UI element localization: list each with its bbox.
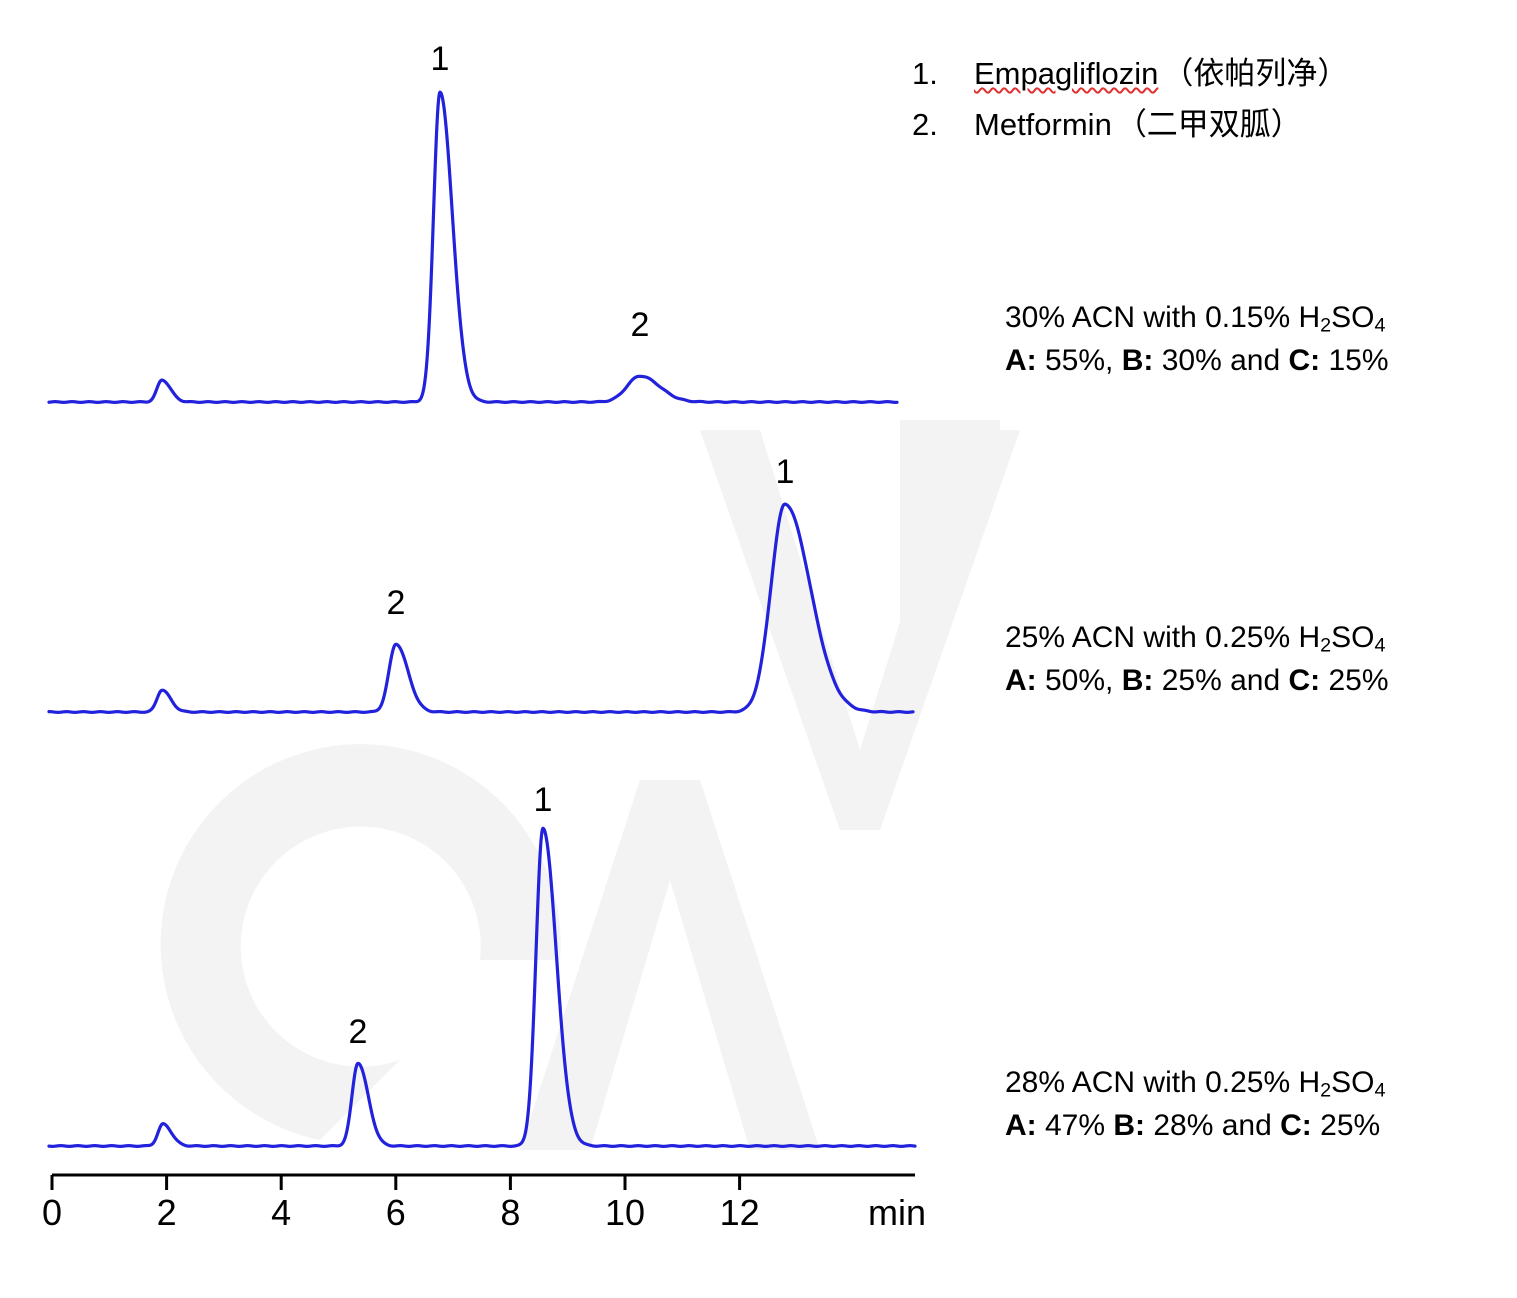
annotation-mobile-phase: 30% ACN with 0.15% H2SO4 (1005, 301, 1386, 337)
legend-item-empagliflozin: 1. Empagliflozin （依帕列净） (912, 48, 1492, 93)
chromatogram-traces (47, 90, 917, 1148)
peak-label-1: 1 (533, 781, 553, 819)
peak-label-2: 2 (386, 584, 406, 622)
chromatogram-trace (47, 90, 899, 404)
axis-tick-label-6: 6 (385, 1192, 406, 1233)
legend-name-metformin-cn: （二甲双胍） (1115, 107, 1302, 143)
x-axis: 0 2 4 6 8 10 12 min (0, 1168, 980, 1238)
annotation-mobile-phase: 25% ACN with 0.25% H2SO4 (1005, 621, 1386, 657)
axis-unit-label: min (867, 1192, 927, 1233)
compound-legend: 1. Empagliflozin （依帕列净） 2. Metformin （二甲… (912, 48, 1492, 150)
legend-item-metformin: 2. Metformin （二甲双胍） (912, 99, 1492, 144)
legend-index-2: 2. (912, 107, 938, 142)
annotation-composition: A: 50%, B: 25% and C: 25% (1005, 663, 1389, 697)
axis-tick-label-10: 10 (604, 1192, 646, 1233)
legend-name-metformin: Metformin (974, 107, 1112, 142)
axis-tick-label-4: 4 (271, 1192, 292, 1233)
annotation-composition: A: 47% B: 28% and C: 25% (1005, 1108, 1381, 1142)
annotation-composition: A: 55%, B: 30% and C: 15% (1005, 343, 1389, 377)
legend-name-empagliflozin-cn: （依帕列净） (1162, 56, 1349, 92)
axis-tick-label-8: 8 (500, 1192, 521, 1233)
chromatogram-trace (47, 502, 915, 714)
axis-tick-label-12: 12 (719, 1192, 760, 1233)
legend-index-1: 1. (912, 56, 938, 91)
axis-tick-label-2: 2 (156, 1192, 177, 1233)
condition-annotation-2: 25% ACN with 0.25% H2SO4 A: 50%, B: 25% a… (1005, 617, 1505, 702)
peak-label-1: 1 (775, 453, 795, 491)
condition-annotation-1: 30% ACN with 0.15% H2SO4 A: 55%, B: 30% a… (1005, 297, 1505, 382)
chromatogram-trace (47, 826, 917, 1148)
axis-tick-label-0: 0 (41, 1192, 63, 1233)
condition-annotation-3: 28% ACN with 0.25% H2SO4 A: 47% B: 28% an… (1005, 1062, 1505, 1147)
axis-line-and-ticks (50, 1173, 915, 1190)
trace-paths (47, 90, 917, 1148)
peak-label-2: 2 (630, 306, 650, 344)
legend-name-empagliflozin: Empagliflozin (974, 56, 1159, 91)
peak-label-1: 1 (430, 40, 450, 78)
peak-label-2: 2 (348, 1013, 368, 1051)
annotation-mobile-phase: 28% ACN with 0.25% H2SO4 (1005, 1066, 1386, 1102)
